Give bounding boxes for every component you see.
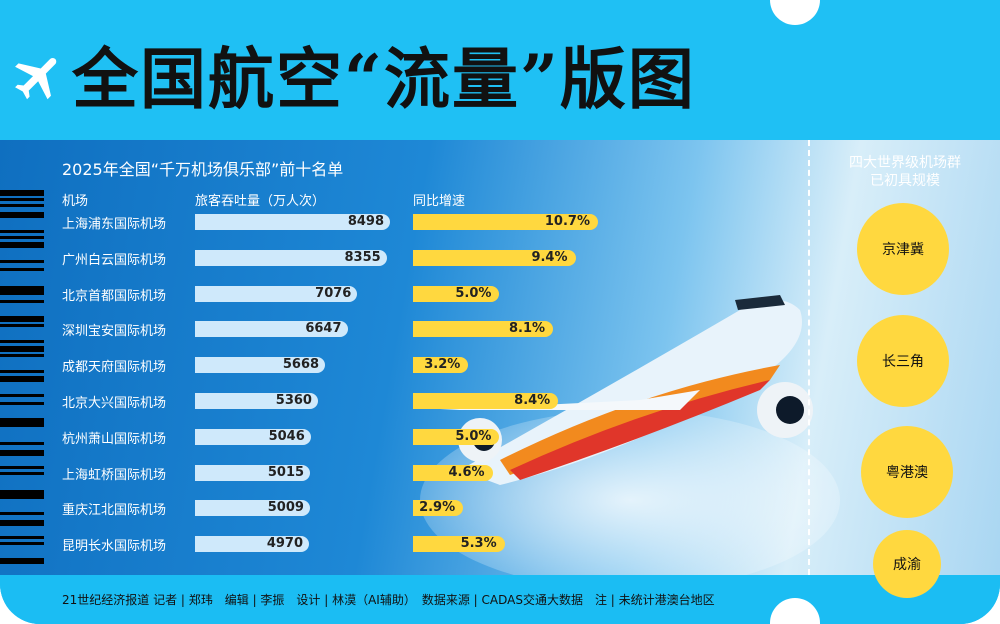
growth-bar: 10.7%: [413, 214, 598, 230]
table-row: 成都天府国际机场 5668 3.2%: [0, 355, 620, 375]
airplane-icon: [15, 58, 57, 100]
throughput-bar: 4970: [195, 536, 310, 553]
barcode-stripe: [0, 490, 44, 496]
airport-name: 成都天府国际机场: [62, 360, 167, 376]
barcode-stripe: [0, 496, 44, 499]
airport-name: 北京大兴国际机场: [62, 396, 167, 411]
barcode-stripe: [0, 340, 44, 343]
barcode-stripe: [0, 324, 44, 327]
throughput-bar: 5046: [195, 428, 311, 445]
barcode-stripe: [0, 260, 44, 263]
airport-name: 昆明长水国际机场: [62, 539, 167, 555]
table-row: 深圳宝安国际机场 6647 8.1%: [0, 319, 620, 339]
barcode-stripe: [0, 198, 44, 201]
barcode-stripe: [0, 558, 44, 564]
throughput-bar: 7076: [195, 285, 358, 302]
barcode-stripe: [0, 292, 44, 295]
cluster-circle: 粤港澳: [861, 426, 953, 518]
throughput-bar: 5015: [195, 464, 311, 481]
cluster-circle: 成渝: [873, 530, 941, 598]
throughput-bar: 5009: [195, 500, 310, 517]
chart-area: [0, 140, 1000, 590]
barcode-stripe: [0, 204, 44, 207]
clusters-title-line1: 四大世界级机场群: [849, 155, 961, 171]
throughput-bar: 8355: [195, 249, 387, 266]
cluster-circle: 长三角: [857, 315, 949, 407]
growth-bar: 5.3%: [413, 536, 505, 553]
barcode-stripe: [0, 236, 44, 239]
barcode-stripe: [0, 376, 44, 382]
clusters-title: 四大世界级机场群 已初具规模: [820, 154, 990, 190]
barcode-stripe: [0, 212, 44, 218]
throughput-bar: 6647: [195, 321, 348, 338]
dashed-divider: [808, 140, 810, 575]
table-row: 昆明长水国际机场 4970 5.3%: [0, 534, 620, 554]
airport-name: 上海虹桥国际机场: [62, 467, 167, 483]
barcode-stripe: [0, 536, 44, 539]
table-row: 北京大兴国际机场 5360 8.4%: [0, 391, 620, 411]
barcode-stripe: [0, 286, 44, 292]
barcode-stripe: [0, 300, 44, 303]
airport-name: 杭州萧山国际机场: [62, 431, 167, 447]
barcode-stripe: [0, 520, 44, 526]
header-band: [0, 0, 1000, 140]
barcode-stripe: [0, 346, 44, 352]
barcode-stripe: [0, 190, 44, 196]
airport-name: 上海浦东国际机场: [62, 217, 167, 232]
airport-name: 广州白云国际机场: [62, 252, 167, 268]
footer-band: [0, 575, 1000, 624]
growth-bar: 4.6%: [413, 464, 493, 481]
growth-bar: 5.0%: [413, 285, 500, 302]
chart-title: 2025年全国“千万机场俱乐部”前十名单: [62, 160, 344, 179]
growth-bar: 9.4%: [413, 249, 576, 266]
table-row: 重庆江北国际机场 5009 2.9%: [0, 498, 620, 518]
cluster-circle: 京津冀: [857, 203, 949, 295]
table-row: 上海虹桥国际机场 5015 4.6%: [0, 463, 620, 483]
barcode-stripe: [0, 268, 44, 271]
barcode-stripe: [0, 450, 44, 456]
airport-name: 重庆江北国际机场: [62, 503, 167, 519]
barcode-decoration: [0, 190, 44, 575]
page-title: 全国航空“流量”版图: [72, 40, 696, 118]
header-throughput: 旅客吞吐量（万人次）: [195, 194, 326, 209]
clusters-title-line2: 已初具规模: [870, 173, 940, 189]
barcode-stripe: [0, 442, 44, 445]
barcode-stripe: [0, 394, 44, 397]
throughput-bar: 8498: [195, 214, 390, 230]
barcode-stripe: [0, 472, 44, 475]
table-row: 广州白云国际机场 8355 9.4%: [0, 248, 620, 268]
growth-bar: 8.4%: [413, 393, 559, 409]
airplane-illustration: [440, 295, 813, 485]
barcode-stripe: [0, 418, 44, 424]
table-row: 上海浦东国际机场 8498 10.7%: [0, 212, 620, 232]
credit-line: 21世纪经济报道 记者 | 郑玮 编辑 | 李振 设计 | 林漠（AI辅助） 数…: [62, 593, 715, 607]
barcode-stripe: [0, 402, 44, 405]
growth-bar: 2.9%: [413, 500, 464, 517]
growth-bar: 3.2%: [413, 357, 469, 374]
barcode-stripe: [0, 316, 44, 322]
barcode-stripe: [0, 542, 44, 545]
throughput-bar: 5360: [195, 393, 318, 409]
barcode-stripe: [0, 466, 44, 469]
throughput-bar: 5668: [195, 357, 326, 374]
barcode-stripe: [0, 424, 44, 427]
airport-name: 深圳宝安国际机场: [62, 324, 167, 340]
barcode-stripe: [0, 242, 44, 248]
table-row: 北京首都国际机场 7076 5.0%: [0, 284, 620, 304]
growth-bar: 8.1%: [413, 321, 554, 338]
table-row: 杭州萧山国际机场 5046 5.0%: [0, 427, 620, 447]
barcode-stripe: [0, 354, 44, 357]
header-airport: 机场: [62, 194, 89, 209]
barcode-stripe: [0, 230, 44, 233]
airport-name: 北京首都国际机场: [62, 288, 167, 304]
growth-bar: 5.0%: [413, 428, 500, 445]
header-growth: 同比增速: [413, 194, 466, 209]
barcode-stripe: [0, 512, 44, 515]
barcode-stripe: [0, 370, 44, 373]
